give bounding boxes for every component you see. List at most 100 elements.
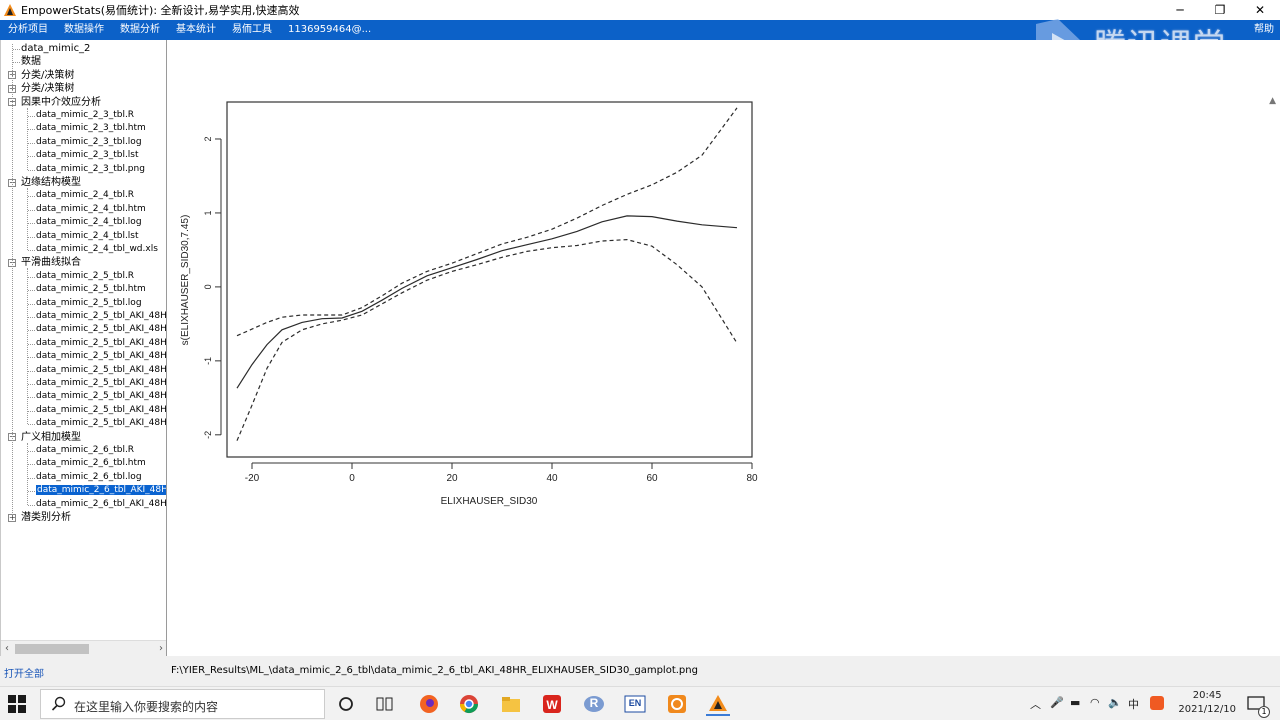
y-tick-label: 1 [203,210,213,215]
tree-file[interactable]: data_mimic_2_5_tbl_AKI_48HR_ [36,350,166,363]
menu-data-operation[interactable]: 数据操作 [64,24,104,35]
tree-item-label: 因果中介效应分析 [21,96,101,108]
tree-item-label: 边缘结构模型 [21,177,81,188]
menu-analysis-project[interactable]: 分析项目 [8,24,48,35]
tree-file[interactable]: data_mimic_2_3_tbl.lst [36,149,139,162]
tree-connector [28,236,35,238]
firefox-icon[interactable] [417,692,441,716]
menu-basic-stats[interactable]: 基本统计 [176,24,216,35]
tree-folder[interactable]: 分类/决策树 [21,69,74,82]
menu-help[interactable]: 帮助 [1254,24,1274,35]
menu-bar: 分析项目 数据操作 数据分析 基本统计 易侕工具 1136959464@... … [0,20,1280,40]
tree-file[interactable]: data_mimic_2_5_tbl.htm [36,283,146,296]
tree-folder[interactable]: 广义相加模型 [21,431,81,444]
tree-folder[interactable]: 平滑曲线拟合 [21,256,81,269]
tree-file[interactable]: data_mimic_2_4_tbl_wd.xls [36,243,158,256]
tree-folder[interactable]: 数据 [21,55,41,68]
maximize-button[interactable]: ❐ [1214,3,1226,17]
menu-user-account[interactable]: 1136959464@... [288,24,372,35]
y-axis-label: s(ELIXHAUSER_SID30,7.45) [180,215,191,346]
tree-file[interactable]: data_mimic_2_6_tbl_AKI_48HR_ [36,498,167,511]
notification-icon[interactable]: 1 [1244,692,1270,718]
tree-file[interactable]: data_mimic_2_6_tbl.R [36,444,134,457]
tree-item-label: 广义相加模型 [21,431,81,443]
tree-file[interactable]: data_mimic_2_4_tbl.lst [36,230,139,243]
scroll-up-icon[interactable]: ▲ [1269,96,1276,106]
tree-file[interactable]: data_mimic_2_3_tbl.htm [36,122,146,135]
tree-item-label: data_mimic_2 [21,43,91,54]
tree-connector [28,491,35,493]
tree-file[interactable]: data_mimic_2_6_tbl.log [36,471,142,484]
task-view-icon[interactable] [373,692,397,716]
tree-folder[interactable]: 分类/决策树 [21,82,74,95]
tree-horizontal-scrollbar[interactable]: ‹ › [1,640,166,656]
tree-file[interactable]: data_mimic_2_5_tbl_AKI_48HR_ [36,310,166,323]
tree-file[interactable]: data_mimic_2_6_tbl_AKI_48HR [36,484,166,497]
close-button[interactable]: ✕ [1254,3,1266,17]
tree-file[interactable]: data_mimic_2_5_tbl_AKI_48HR_ [36,390,166,403]
network-icon[interactable]: ◠ [1090,696,1100,709]
tree-item-label: data_mimic_2_3_tbl.R [36,110,135,120]
taskbar-search-box[interactable]: 在这里输入你要搜索的内容 [40,689,325,719]
tree-file[interactable]: data_mimic_2_5_tbl_AKI_48HR_ [36,404,167,417]
sogou-ime-icon[interactable] [1150,696,1164,713]
open-all-link[interactable]: 打开全部 [4,669,44,680]
tree-item-label: data_mimic_2_6_tbl.R [36,445,135,455]
tree-file[interactable]: data_mimic_2_5_tbl.log [36,297,142,310]
tree-file[interactable]: data_mimic_2_4_tbl.htm [36,203,146,216]
microphone-icon[interactable]: 🎤 [1050,696,1064,709]
scroll-left-icon[interactable]: ‹ [5,643,9,654]
tree-item-label: data_mimic_2_5_tbl_AKI_48HR_ [36,404,167,415]
lower-ci-line [236,238,738,441]
minimize-button[interactable]: ─ [1176,3,1184,17]
project-tree: data_mimic_2 数据 分类/决策树 + 分类/决策树 + 因果中介效应分析 − dat… [0,40,167,656]
tree-folder[interactable]: data_mimic_2 [21,42,90,55]
tree-guide [27,268,28,425]
tree-file[interactable]: data_mimic_2_5_tbl_AKI_48HR_ [36,323,166,336]
file-explorer-icon[interactable] [499,692,523,716]
tree-file[interactable]: data_mimic_2_4_tbl.log [36,216,142,229]
tray-expand-icon[interactable]: ︿ [1030,698,1041,711]
tree-item-label: data_mimic_2_6_tbl_AKI_48HR [36,485,166,496]
tree-file[interactable]: data_mimic_2_5_tbl_AKI_48HR_ [36,417,166,430]
cortana-icon[interactable] [334,692,358,716]
tree-file[interactable]: data_mimic_2_5_tbl_AKI_48HR_ [36,364,166,377]
tree-connector [28,370,35,372]
tree-file[interactable]: data_mimic_2_3_tbl.R [36,109,134,122]
tree-folder[interactable]: 边缘结构模型 [21,176,81,189]
menu-tools[interactable]: 易侕工具 [232,24,272,35]
clock-time: 20:45 [1192,690,1222,701]
empowerstats-taskbar-icon[interactable] [706,692,730,716]
battery-icon[interactable]: ▬ [1070,696,1081,709]
scrollbar-thumb[interactable] [15,644,89,654]
windows-start-icon[interactable] [8,695,26,713]
ime-indicator[interactable]: 中 [1128,698,1139,711]
tree-file[interactable]: data_mimic_2_5_tbl_AKI_48HR_ [36,337,166,350]
en-app-icon[interactable]: EN [623,692,647,716]
tree-folder[interactable]: 潜类别分析 [21,511,71,524]
tree-file[interactable]: data_mimic_2_6_tbl.htm [36,457,146,470]
tree-connector [28,196,35,198]
r-app-icon[interactable]: R [582,692,606,716]
tree-item-label: data_mimic_2_6_tbl_AKI_48HR_ [36,498,167,509]
tree-file[interactable]: data_mimic_2_3_tbl.log [36,136,142,149]
tree-file[interactable]: data_mimic_2_3_tbl.png [36,163,145,176]
tree-item-label: data_mimic_2_6_tbl.htm [36,458,146,469]
taskbar-clock[interactable]: 20:45 2021/12/10 [1178,689,1236,717]
tree-file[interactable]: data_mimic_2_5_tbl_AKI_48HR_ [36,377,166,390]
chrome-icon[interactable] [457,692,481,716]
tree-file[interactable]: data_mimic_2_5_tbl.R [36,270,134,283]
orange-app-icon[interactable] [665,692,689,716]
scroll-right-icon[interactable]: › [159,643,163,654]
tree-connector [28,317,35,318]
tree-connector [13,62,20,64]
menu-data-analysis[interactable]: 数据分析 [120,24,160,35]
volume-icon[interactable]: 🔈 [1108,696,1122,709]
tree-guide [12,44,13,515]
tree-file[interactable]: data_mimic_2_4_tbl.R [36,189,134,202]
wps-icon[interactable]: W [540,692,564,716]
file-path: F:\YIER_Results\ML_\data_mimic_2_6_tbl\d… [171,665,698,676]
tree-connector [28,116,35,117]
tree-folder[interactable]: 因果中介效应分析 [21,96,101,109]
